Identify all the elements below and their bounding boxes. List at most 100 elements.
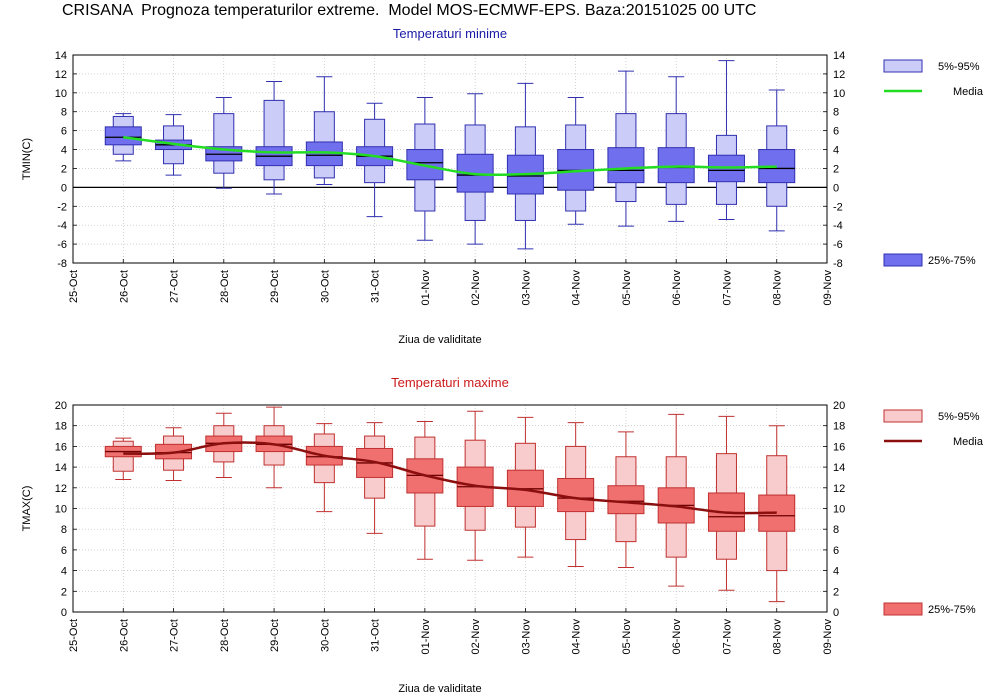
y-tick-label-left: 0 [61, 182, 67, 194]
x-tick-label: 01-Nov [420, 619, 432, 655]
x-tick-label: 05-Nov [621, 619, 633, 655]
x-tick-label: 03-Nov [520, 619, 532, 655]
y-tick-label-right: 10 [833, 88, 845, 100]
x-tick-label: 03-Nov [520, 270, 532, 306]
x-tick-label: 28-Oct [219, 270, 231, 303]
tmin-chart-panel: Temperaturi minime -8 -8 -6 -6 -4 -4 -2 -2 0 0 2 2 4 4… [21, 26, 984, 346]
x-tick-label: 31-Oct [370, 619, 382, 652]
x-tick-label: 30-Oct [319, 270, 331, 303]
y-tick-label-left: 16 [55, 441, 67, 453]
y-tick-label-right: 12 [833, 483, 845, 495]
band-5-95 [213, 113, 235, 174]
y-tick-label-left: 10 [55, 504, 67, 516]
x-tick-label: 25-Oct [68, 270, 80, 303]
y-tick-label-left: 14 [55, 50, 67, 62]
x-tick-label: 26-Oct [118, 270, 130, 303]
y-tick-label-right: 14 [833, 462, 845, 474]
band-5-95 [263, 99, 285, 181]
y-tick-label-left: 14 [55, 462, 67, 474]
x-tick-label: 29-Oct [269, 619, 281, 652]
x-tick-label: 02-Nov [470, 619, 482, 655]
y-tick-label-right: -8 [833, 258, 843, 270]
mean-curve [123, 136, 777, 177]
x-tick-label: 28-Oct [219, 619, 231, 652]
y-tick-label-left: 0 [61, 607, 67, 619]
x-tick-label: 01-Nov [420, 270, 432, 306]
y-tick-label-left: 2 [61, 586, 67, 598]
y-tick-label-right: 4 [833, 145, 839, 157]
legend-band-label: 5%-95% [938, 61, 980, 73]
y-tick-label-left: -2 [57, 201, 67, 213]
y-tick-label-left: -4 [57, 220, 67, 232]
tmax-chart-panel: Temperaturi maxime 0 0 2 2 4 4 6 6 8 8 10 10 12 12 14 14… [21, 375, 984, 695]
y-tick-label-left: 12 [55, 483, 67, 495]
legend-band-swatch [883, 409, 923, 423]
legend-band-swatch [883, 59, 923, 73]
legend-mean-label: Media [953, 436, 984, 448]
y-tick-label-left: 12 [55, 69, 67, 81]
y-tick-label-left: 6 [61, 126, 67, 138]
legend-box-label: 25%-75% [928, 255, 976, 267]
y-tick-label-left: 2 [61, 163, 67, 175]
mean-curve [123, 441, 777, 515]
y-axis-label: TMIN(C) [21, 138, 33, 180]
y-tick-label-left: 20 [55, 400, 67, 412]
plot-frame [72, 54, 828, 264]
x-tick-label: 06-Nov [671, 619, 683, 655]
x-tick-label: 29-Oct [269, 270, 281, 303]
plot-frame [72, 404, 828, 613]
box-25-75 [657, 147, 695, 184]
x-tick-label: 09-Nov [822, 270, 834, 306]
legend-box-swatch [883, 253, 923, 267]
y-tick-label-right: 6 [833, 126, 839, 138]
y-tick-label-right: 20 [833, 400, 845, 412]
x-tick-label: 27-Oct [169, 619, 181, 652]
y-tick-label-left: 8 [61, 524, 67, 536]
y-tick-label-right: 8 [833, 524, 839, 536]
x-tick-label: 08-Nov [772, 270, 784, 306]
y-tick-label-left: 4 [61, 566, 67, 578]
chart-title: Temperaturi maxime [391, 375, 509, 390]
x-tick-label: 25-Oct [68, 619, 80, 652]
y-tick-label-right: 0 [833, 182, 839, 194]
y-tick-label-right: 8 [833, 107, 839, 119]
x-tick-label: 04-Nov [571, 270, 583, 306]
x-axis-label: Ziua de validitate [398, 683, 481, 695]
y-tick-label-right: -2 [833, 201, 843, 213]
x-tick-label: 30-Oct [319, 619, 331, 652]
y-tick-label-left: 10 [55, 88, 67, 100]
box-25-75 [104, 126, 142, 146]
y-tick-label-left: -8 [57, 258, 67, 270]
legend-band-label: 5%-95% [938, 411, 980, 423]
x-tick-label: 08-Nov [772, 619, 784, 655]
x-tick-label: 07-Nov [721, 619, 733, 655]
x-tick-label: 07-Nov [721, 270, 733, 306]
legend-mean-label: Media [953, 86, 984, 98]
y-tick-label-right: 12 [833, 69, 845, 81]
y-tick-label-left: 4 [61, 145, 67, 157]
y-axis-label: TMAX(C) [21, 486, 33, 532]
y-tick-label-left: 18 [55, 421, 67, 433]
y-tick-label-right: 6 [833, 545, 839, 557]
legend-box-swatch [883, 602, 923, 616]
x-axis-label: Ziua de validitate [398, 334, 481, 346]
y-tick-label-right: -4 [833, 220, 843, 232]
x-tick-label: 26-Oct [118, 619, 130, 652]
x-tick-label: 02-Nov [470, 270, 482, 306]
y-tick-label-left: -6 [57, 239, 67, 251]
legend-box-label: 25%-75% [928, 604, 976, 616]
main-title: CRISANA Prognoza temperaturilor extreme.… [62, 2, 757, 19]
box-25-75 [607, 485, 645, 515]
y-tick-label-right: 16 [833, 441, 845, 453]
x-tick-label: 05-Nov [621, 270, 633, 306]
y-tick-label-left: 8 [61, 107, 67, 119]
y-tick-label-right: 14 [833, 50, 845, 62]
y-tick-label-right: 2 [833, 163, 839, 175]
y-tick-label-right: -6 [833, 239, 843, 251]
y-tick-label-right: 10 [833, 504, 845, 516]
x-tick-label: 04-Nov [571, 619, 583, 655]
x-tick-label: 09-Nov [822, 619, 834, 655]
y-tick-label-right: 4 [833, 566, 839, 578]
box-25-75 [557, 477, 595, 513]
